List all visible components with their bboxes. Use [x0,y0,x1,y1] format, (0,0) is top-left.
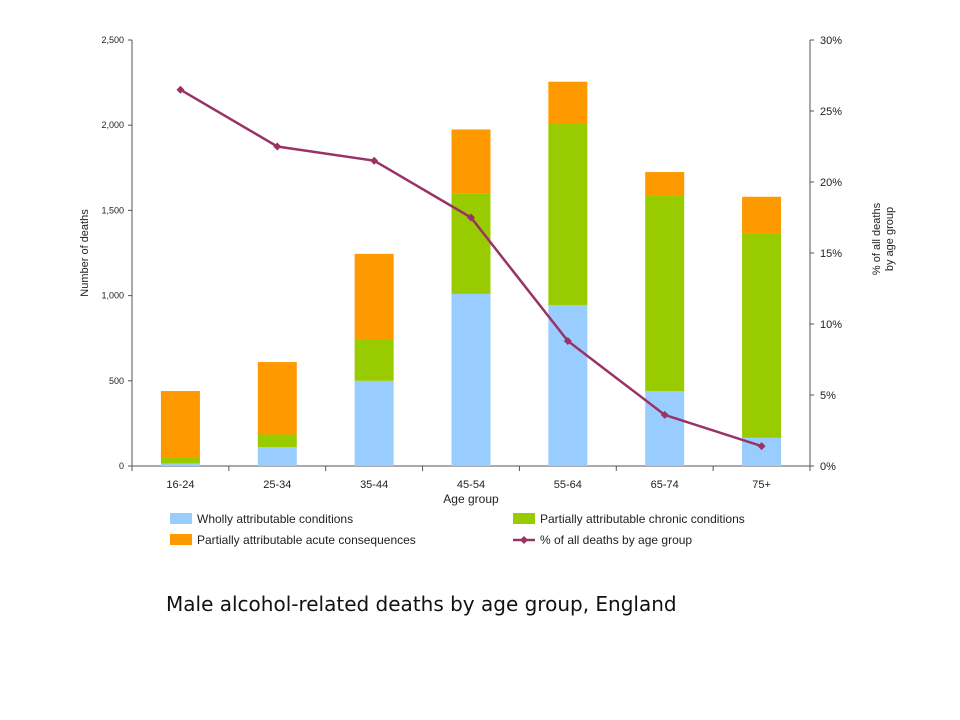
percent-point-75+ [757,442,766,451]
x-tick-label: 65-74 [651,479,679,491]
y-tick-label: 1,000 [101,291,124,301]
x-tick-label: 45-54 [457,479,485,491]
legend-label-1: Partially attributable chronic condition… [540,512,745,526]
bar-55-64-series-1 [548,123,588,305]
y2-axis-title: % of all deathsby age group [871,202,896,275]
bar-25-34-series-0 [257,447,297,466]
legend-marker-3 [520,536,528,544]
percent-point-55-64 [563,337,572,346]
y-axis-title: Number of deaths [79,209,91,297]
y2-axis-title-line: % of all deaths [871,202,883,275]
y2-tick-label: 15% [820,248,842,260]
bar-25-34-series-1 [257,434,297,448]
axes: 0 500 1,000 1,500 2,000 2,500 0% 5% 10% 15% 20% 25%… [79,35,896,506]
legend-swatch-1 [513,513,535,524]
bar-35-44-series-2 [354,253,394,340]
percent-point-45-54 [467,213,475,222]
bar-65-74-series-1 [645,195,685,392]
bar-55-64-series-2 [548,81,588,124]
bar-45-54-series-2 [451,129,491,194]
x-tick-label: 25-34 [263,479,291,491]
x-tick-label: 55-64 [554,479,582,491]
y2-axis-title-line: by age group [884,207,896,271]
x-tick-label: 75+ [752,479,771,491]
y2-tick-label: 30% [820,35,842,47]
y-tick-label: 2,000 [101,120,124,130]
bar-35-44-series-1 [354,339,394,381]
bar-65-74-series-0 [645,391,685,466]
bar-45-54-series-0 [451,293,491,466]
x-tick-label: 16-24 [166,479,194,491]
bar-65-74-series-2 [645,172,685,196]
percent-point-35-44 [370,156,379,165]
legend-label-2: Partially attributable acute consequence… [197,533,416,547]
bar-75+-series-2 [742,196,782,234]
bar-25-34-series-2 [257,362,297,435]
y2-tick-label: 10% [820,319,842,331]
bar-16-24-series-2 [160,391,200,458]
y-tick-label: 0 [119,461,124,471]
legend-swatch-0 [170,513,192,524]
legend-swatch-2 [170,534,192,545]
y2-tick-label: 20% [820,177,842,189]
bar-16-24-series-1 [160,457,200,464]
y2-tick-label: 5% [820,390,836,402]
percent-point-65-74 [660,410,669,419]
percent-line [176,85,766,451]
legend-label-3: % of all deaths by age group [540,533,692,547]
x-axis-title: Age group [443,492,499,506]
bars [160,81,782,466]
y2-tick-label: 25% [820,106,842,118]
bar-55-64-series-0 [548,304,588,466]
bar-35-44-series-0 [354,380,394,466]
y-tick-label: 500 [109,376,124,386]
y2-tick-label: 0% [820,461,836,473]
percent-point-25-34 [273,142,282,151]
x-tick-label: 35-44 [360,479,388,491]
chart-caption: Male alcohol-related deaths by age group… [166,592,677,616]
bar-16-24-series-0 [160,463,200,466]
legend-label-0: Wholly attributable conditions [197,512,353,526]
chart: 0 500 1,000 1,500 2,000 2,500 0% 5% 10% 15% 20% 25%… [79,35,896,547]
bar-75+-series-1 [742,233,782,438]
percent-point-16-24 [176,85,185,94]
y-tick-label: 2,500 [101,35,124,45]
y-tick-label: 1,500 [101,205,124,215]
legend: Wholly attributable conditions Partially … [170,512,745,547]
